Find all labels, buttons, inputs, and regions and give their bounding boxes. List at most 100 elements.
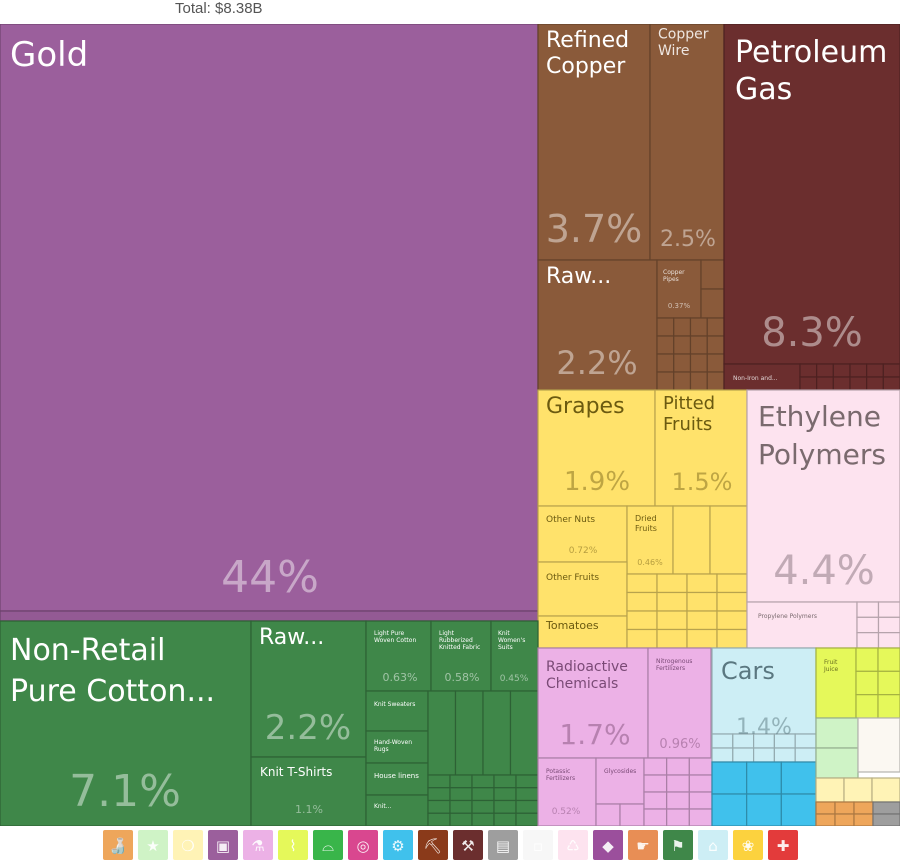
mineral-small[interactable] bbox=[799, 376, 818, 391]
metals-small[interactable] bbox=[656, 335, 675, 355]
textiles-small[interactable] bbox=[449, 787, 473, 802]
veg-oil-small[interactable] bbox=[815, 717, 859, 749]
veg-small[interactable] bbox=[626, 573, 658, 594]
textiles-small[interactable] bbox=[509, 690, 539, 776]
textiles-small[interactable] bbox=[471, 774, 495, 789]
metals-small[interactable] bbox=[689, 317, 708, 337]
metals-small[interactable] bbox=[689, 353, 708, 373]
pumpkin-icon[interactable]: ❀ bbox=[733, 830, 763, 860]
animal-small[interactable] bbox=[834, 813, 855, 826]
tile-30[interactable] bbox=[815, 647, 857, 719]
tile-3[interactable] bbox=[537, 259, 658, 391]
transport-small[interactable] bbox=[732, 747, 755, 763]
mineral-small[interactable] bbox=[866, 376, 884, 391]
textiles-small[interactable] bbox=[449, 774, 473, 789]
chem-small[interactable] bbox=[666, 757, 690, 776]
plastics-small[interactable] bbox=[856, 601, 880, 618]
gem-icon[interactable]: ◆ bbox=[593, 830, 623, 860]
tile-5[interactable] bbox=[723, 24, 900, 365]
tile-20[interactable] bbox=[490, 620, 539, 692]
plastics-small[interactable] bbox=[877, 632, 900, 649]
chem-small[interactable] bbox=[643, 757, 668, 776]
food-small[interactable] bbox=[877, 647, 900, 672]
tile-17[interactable] bbox=[250, 756, 367, 826]
food-small[interactable] bbox=[855, 647, 879, 672]
metals-small[interactable] bbox=[673, 335, 692, 355]
misc-small[interactable] bbox=[872, 801, 900, 815]
mineral-small[interactable] bbox=[816, 363, 834, 378]
mineral-small[interactable] bbox=[832, 363, 851, 378]
tile-14[interactable] bbox=[746, 601, 858, 649]
drop-icon[interactable]: ❍ bbox=[173, 830, 203, 860]
machinery-small[interactable] bbox=[746, 793, 782, 826]
pickaxe-icon[interactable]: ⚒ bbox=[453, 830, 483, 860]
tile-19[interactable] bbox=[430, 620, 492, 692]
machinery-small[interactable] bbox=[711, 761, 748, 795]
veg-small[interactable] bbox=[686, 610, 718, 631]
machinery-small[interactable] bbox=[780, 793, 817, 826]
transport-small[interactable] bbox=[794, 747, 817, 763]
textiles-small[interactable] bbox=[471, 799, 495, 814]
veg-small[interactable] bbox=[686, 591, 718, 612]
metals-small[interactable] bbox=[673, 353, 692, 373]
metals-small[interactable] bbox=[673, 371, 692, 391]
textiles-small[interactable] bbox=[493, 799, 517, 814]
chem-small[interactable] bbox=[643, 791, 668, 810]
textiles-small[interactable] bbox=[427, 787, 451, 802]
textiles-small[interactable] bbox=[493, 812, 517, 826]
machinery-small[interactable] bbox=[780, 761, 817, 795]
metals-small[interactable] bbox=[706, 317, 725, 337]
tile-10[interactable] bbox=[626, 505, 674, 575]
tile-13[interactable] bbox=[746, 389, 900, 603]
machinery-small[interactable] bbox=[711, 793, 748, 826]
textiles-small[interactable] bbox=[515, 774, 539, 789]
plastics-small[interactable] bbox=[877, 601, 900, 618]
metals-small[interactable] bbox=[689, 371, 708, 391]
category-legend[interactable]: 🍶 ★ ❍ ▣ ⚗ ⌇ ⌓ ◎ ⚙ ⛏ ⚒ ▤ ▫ ♺ ◆ ☛ ⚑ ⌂ ❀ ✚ bbox=[103, 830, 803, 862]
shirt-icon[interactable]: ⚑ bbox=[663, 830, 693, 860]
tile-2[interactable] bbox=[649, 24, 725, 261]
metals-small[interactable] bbox=[700, 288, 725, 319]
tile-23[interactable] bbox=[365, 762, 429, 796]
tile-21[interactable] bbox=[365, 690, 429, 732]
bandage-icon[interactable]: ✚ bbox=[768, 830, 798, 860]
plastics-small[interactable] bbox=[856, 616, 880, 634]
wheat-icon[interactable]: ⌇ bbox=[278, 830, 308, 860]
metals-small[interactable] bbox=[706, 335, 725, 355]
chem-small[interactable] bbox=[643, 774, 668, 793]
metals-small[interactable] bbox=[706, 371, 725, 391]
food-small[interactable] bbox=[855, 694, 879, 719]
tile-8[interactable] bbox=[654, 389, 748, 507]
veg-small[interactable] bbox=[626, 610, 658, 631]
metals-small[interactable] bbox=[700, 259, 725, 290]
mineral-small[interactable] bbox=[832, 376, 851, 391]
metals-small[interactable] bbox=[706, 353, 725, 373]
fats-small[interactable] bbox=[871, 777, 900, 803]
tile-28[interactable] bbox=[595, 757, 645, 805]
mineral-small[interactable] bbox=[849, 363, 868, 378]
tile-25[interactable] bbox=[537, 647, 649, 759]
transport-small[interactable] bbox=[711, 733, 734, 749]
textiles-small[interactable] bbox=[427, 690, 457, 776]
textiles-small[interactable] bbox=[493, 774, 517, 789]
animal-small[interactable] bbox=[815, 801, 836, 815]
textiles-small[interactable] bbox=[515, 812, 539, 826]
chem-small[interactable] bbox=[619, 803, 645, 826]
textiles-small[interactable] bbox=[427, 774, 451, 789]
textiles-small[interactable] bbox=[427, 799, 451, 814]
box-icon[interactable]: ▤ bbox=[488, 830, 518, 860]
chem-small[interactable] bbox=[666, 808, 690, 826]
chem-small[interactable] bbox=[666, 774, 690, 793]
animal-small[interactable] bbox=[834, 801, 855, 815]
metals-small[interactable] bbox=[656, 353, 675, 373]
textiles-small[interactable] bbox=[454, 690, 484, 776]
machinery-small[interactable] bbox=[746, 761, 782, 795]
plastics-small[interactable] bbox=[856, 632, 880, 649]
tile-16[interactable] bbox=[250, 620, 367, 758]
textiles-small[interactable] bbox=[471, 787, 495, 802]
veg-small[interactable] bbox=[626, 591, 658, 612]
animal-small[interactable] bbox=[853, 801, 874, 815]
veg-small[interactable] bbox=[716, 573, 748, 594]
bell-icon[interactable]: ⌂ bbox=[698, 830, 728, 860]
blank-icon[interactable]: ▫ bbox=[523, 830, 553, 860]
